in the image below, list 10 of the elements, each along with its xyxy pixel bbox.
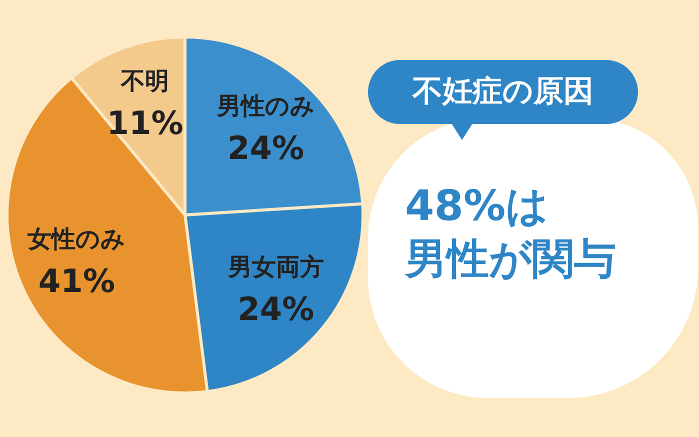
data-label: 24% bbox=[238, 290, 314, 328]
data-label: 11% bbox=[106, 104, 184, 142]
slice-label: 男女両方 bbox=[226, 253, 324, 282]
text: 男性が関与 bbox=[405, 232, 617, 284]
data-label: 24% bbox=[227, 128, 304, 167]
slice-label: 女性のみ bbox=[26, 224, 126, 253]
slice-label: 不明 bbox=[120, 66, 170, 95]
slice-label: 男性のみ bbox=[216, 92, 315, 120]
data-label: 41% bbox=[38, 262, 115, 300]
text: 48%は bbox=[405, 180, 550, 232]
